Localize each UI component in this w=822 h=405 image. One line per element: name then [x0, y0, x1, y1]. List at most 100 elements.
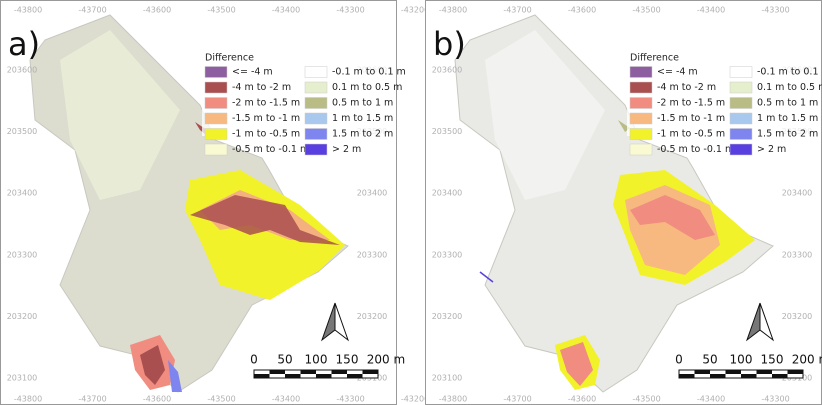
x-coordinate: -43800 — [439, 6, 467, 15]
x-coordinate: -43200 — [401, 395, 429, 404]
x-coordinate: -43800 — [14, 6, 42, 15]
scale-segment — [316, 374, 332, 378]
legend-swatch — [305, 113, 327, 124]
y-coordinate: 203300 — [357, 250, 388, 259]
scale-segment — [788, 370, 804, 374]
x-coordinate: -43700 — [78, 6, 106, 15]
y-coordinate: 203500 — [7, 127, 38, 136]
legend-label: 0.5 m to 1 m — [757, 98, 818, 109]
legend-swatch — [730, 113, 752, 124]
x-coordinate: -43300 — [761, 395, 789, 404]
legend-label: 0.1 m to 0.5 m — [332, 82, 402, 93]
x-coordinate: -43300 — [336, 6, 364, 15]
legend-swatch — [630, 67, 652, 78]
map-panel: -43800-43800-43700-43700-43600-43600-435… — [426, 1, 822, 405]
panel-label: b) — [433, 25, 466, 63]
legend-label: > 2 m — [332, 144, 361, 155]
x-coordinate: -43400 — [272, 6, 300, 15]
y-coordinate: 203400 — [357, 189, 388, 198]
x-coordinate: -43500 — [207, 395, 235, 404]
scale-label: 50 — [702, 353, 717, 367]
scale-segment — [710, 374, 726, 378]
scale-segment — [772, 374, 788, 378]
scale-label: 50 — [277, 353, 292, 367]
x-coordinate: -43200 — [401, 6, 429, 15]
scale-segment — [741, 374, 757, 378]
legend-swatch — [305, 129, 327, 140]
legend-swatch — [205, 129, 227, 140]
x-coordinate: -43600 — [568, 6, 596, 15]
scale-segment — [757, 370, 773, 374]
legend-label: -2 m to -1.5 m — [232, 98, 300, 109]
legend-label: 1 m to 1.5 m — [757, 113, 818, 124]
x-coordinate: -43600 — [568, 395, 596, 404]
legend-swatch — [730, 98, 752, 109]
x-coordinate: -43300 — [761, 6, 789, 15]
y-coordinate: 203600 — [7, 66, 38, 75]
legend-label: -2 m to -1.5 m — [657, 98, 725, 109]
y-coordinate: 203400 — [7, 189, 38, 198]
y-coordinate: 203500 — [432, 127, 463, 136]
legend-label: -4 m to -2 m — [657, 82, 716, 93]
legend-swatch — [630, 144, 652, 155]
scale-label: 150 — [336, 353, 359, 367]
scale-label: 100 — [305, 353, 328, 367]
legend-label: 1 m to 1.5 m — [332, 113, 393, 124]
legend-swatch — [630, 129, 652, 140]
legend-swatch — [205, 98, 227, 109]
figure: -43800 -43800 -43700 -43700 -43600 -43600 -435… — [0, 0, 822, 405]
y-coordinate: 203400 — [432, 189, 463, 198]
legend-label: <= -4 m — [657, 67, 698, 78]
legend-label: -0.1 m to 0.1 m — [332, 67, 406, 78]
legend-label: -1.5 m to -1 m — [657, 113, 725, 124]
x-coordinate: -43500 — [207, 6, 235, 15]
scale-label: 0 — [250, 353, 258, 367]
legend-swatch — [730, 82, 752, 93]
legend-label: 1.5 m to 2 m — [757, 129, 818, 140]
scale-segment — [363, 370, 379, 374]
legend-label: 0.1 m to 0.5 m — [757, 82, 822, 93]
y-coordinate: 203300 — [7, 250, 38, 259]
x-coordinate: -43400 — [697, 6, 725, 15]
y-coordinate: 203100 — [432, 374, 463, 383]
legend-swatch — [205, 82, 227, 93]
legend-title: Difference — [630, 53, 679, 64]
legend-swatch — [305, 82, 327, 93]
legend-label: <= -4 m — [232, 67, 273, 78]
x-coordinate: -43600 — [143, 395, 171, 404]
x-coordinate: -43600 — [143, 6, 171, 15]
legend-label: 0.5 m to 1 m — [332, 98, 393, 109]
legend-swatch — [630, 82, 652, 93]
scale-label: 200 m — [367, 353, 405, 367]
x-coordinate: -43300 — [336, 395, 364, 404]
y-coordinate: 203200 — [357, 312, 388, 321]
legend-swatch — [305, 144, 327, 155]
x-coordinate: -43700 — [503, 395, 531, 404]
legend-swatch — [205, 67, 227, 78]
y-coordinate: 203200 — [7, 312, 38, 321]
legend-swatch — [205, 144, 227, 155]
legend-label: > 2 m — [757, 144, 786, 155]
legend-swatch — [630, 113, 652, 124]
scale-segment — [347, 374, 363, 378]
scale-segment — [285, 374, 301, 378]
legend-label: -0.1 m to 0.1 m — [757, 67, 822, 78]
scale-segment — [695, 370, 711, 374]
legend-swatch — [305, 98, 327, 109]
legend-label: -0.5 m to -0.1 m — [657, 144, 734, 155]
scale-label: 0 — [675, 353, 683, 367]
legend-label: -1.5 m to -1 m — [232, 113, 300, 124]
scale-segment — [301, 370, 317, 374]
scale-segment — [332, 370, 348, 374]
x-coordinate: -43800 — [14, 395, 42, 404]
x-coordinate: -43400 — [272, 395, 300, 404]
legend-swatch — [730, 144, 752, 155]
legend-swatch — [730, 67, 752, 78]
y-coordinate: 203200 — [782, 312, 813, 321]
legend-title: Difference — [205, 53, 254, 64]
legend-label: -4 m to -2 m — [232, 82, 291, 93]
y-coordinate: 203400 — [782, 189, 813, 198]
legend-label: -0.5 m to -0.1 m — [232, 144, 309, 155]
y-coordinate: 203100 — [7, 374, 38, 383]
x-coordinate: -43800 — [439, 395, 467, 404]
